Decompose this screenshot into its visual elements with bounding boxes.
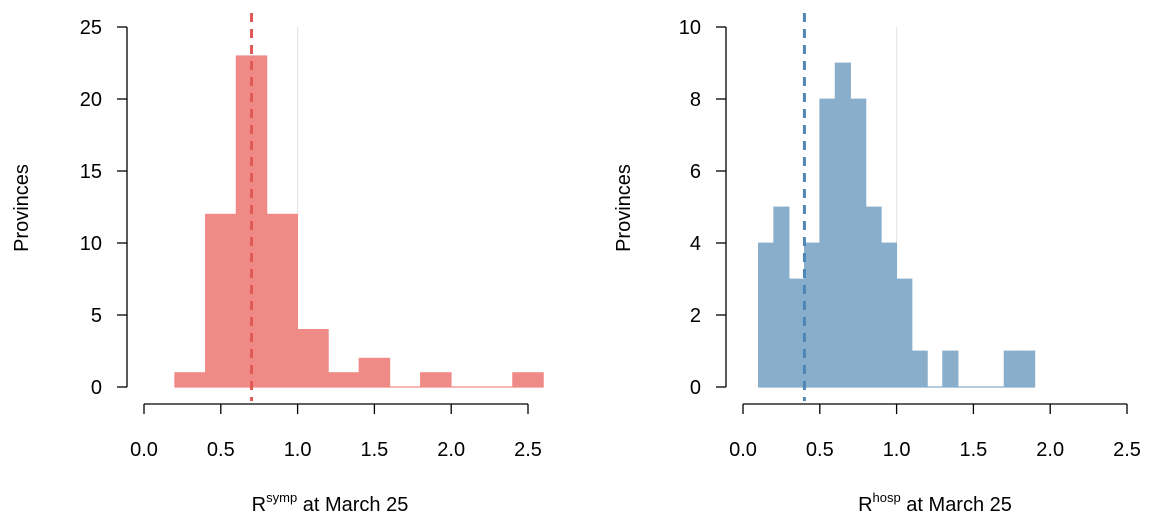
x-tick-label: 2.0 xyxy=(437,439,465,461)
histogram-bar xyxy=(174,372,206,388)
x-tick-label: 0.5 xyxy=(806,439,834,461)
y-tick-label: 10 xyxy=(679,17,701,39)
x-tick-label: 0.0 xyxy=(729,439,757,461)
x-tick-label: 0.0 xyxy=(130,439,158,461)
x-tick-label: 2.5 xyxy=(1113,439,1141,461)
x-tick-label: 2.0 xyxy=(1036,439,1064,461)
y-tick-label: 6 xyxy=(690,161,701,183)
x-axis-label: Rsymp at March 25 xyxy=(252,490,409,516)
histogram-bar xyxy=(358,357,391,388)
histogram-bar xyxy=(788,278,805,388)
histogram-bar xyxy=(1003,350,1020,388)
histogram-bar xyxy=(896,278,913,388)
y-tick-label: 0 xyxy=(690,377,701,399)
x-tick-label: 1.5 xyxy=(360,439,388,461)
x-tick-label: 2.5 xyxy=(514,439,542,461)
x-tick-label: 1.0 xyxy=(284,439,312,461)
histogram-bar xyxy=(880,242,897,388)
histogram-bar xyxy=(804,242,821,388)
histogram-bar xyxy=(834,62,851,388)
y-tick-label: 25 xyxy=(80,17,102,39)
y-axis-label: Provinces xyxy=(613,164,635,252)
histogram-bar xyxy=(819,98,836,388)
y-tick-label: 0 xyxy=(91,377,102,399)
histogram-bar xyxy=(205,213,237,388)
y-tick-label: 8 xyxy=(690,89,701,111)
histogram-bar xyxy=(911,350,928,388)
x-tick-label: 1.0 xyxy=(883,439,911,461)
chart-panel-2: 0.0 0.5 1.0 1.5 2.0 2.5 0 2 4 6 8 10 Provinces Rhosp … xyxy=(613,13,1141,516)
histogram-bar xyxy=(865,206,882,388)
chart-panel-1: 0.0 0.5 1.0 1.5 2.0 2.5 0 5 10 15 20 25 Provinces Rsy… xyxy=(11,13,544,516)
histogram-bar xyxy=(327,372,360,388)
y-tick-label: 15 xyxy=(80,161,102,183)
y-tick-label: 20 xyxy=(80,89,102,111)
x-axis-label: Rhosp at March 25 xyxy=(858,490,1012,516)
y-tick-label: 5 xyxy=(91,305,102,327)
histogram-bar xyxy=(512,372,544,388)
x-tick-label: 1.5 xyxy=(959,439,987,461)
histogram-bar xyxy=(773,206,790,388)
histogram-bar xyxy=(420,372,452,388)
y-axis-label: Provinces xyxy=(11,164,33,252)
histogram-bar xyxy=(757,242,775,388)
histogram-bar xyxy=(297,328,329,388)
histogram-bar xyxy=(1019,350,1036,388)
histogram-bar xyxy=(266,213,299,388)
y-tick-label: 4 xyxy=(690,233,701,255)
y-tick-label: 2 xyxy=(690,305,701,327)
histogram-bar xyxy=(942,350,959,388)
histogram-bar xyxy=(850,98,867,388)
x-tick-label: 0.5 xyxy=(207,439,235,461)
y-tick-label: 10 xyxy=(80,233,102,255)
